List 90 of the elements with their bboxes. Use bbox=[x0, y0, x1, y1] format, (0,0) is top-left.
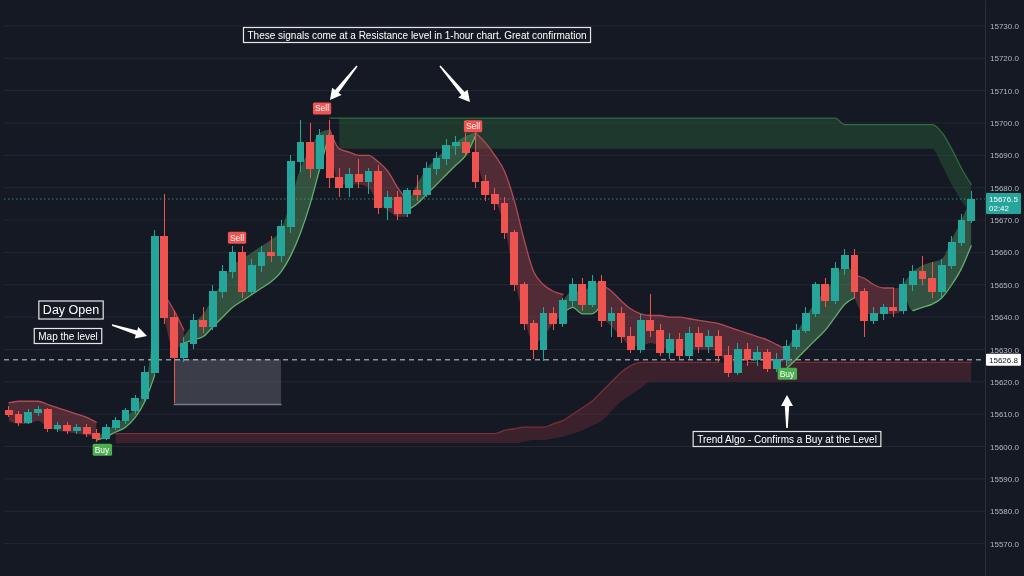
candlestick bbox=[714, 329, 723, 363]
annotation: Trend Algo - Confirms a Buy at the Level bbox=[697, 433, 877, 445]
candlestick bbox=[763, 348, 771, 373]
y-tick-label: 15630.0 bbox=[990, 345, 1020, 355]
candlestick bbox=[559, 297, 567, 328]
candlestick bbox=[743, 342, 752, 367]
candlestick bbox=[199, 306, 208, 334]
candlestick bbox=[588, 274, 596, 308]
candlestick bbox=[802, 306, 810, 334]
y-tick-label: 15700.0 bbox=[990, 119, 1020, 129]
y-tick-label: 15730.0 bbox=[990, 21, 1020, 31]
candlestick bbox=[209, 284, 217, 331]
candlestick bbox=[656, 323, 664, 357]
candlestick bbox=[490, 187, 499, 211]
candlestick bbox=[646, 293, 655, 338]
candlestick bbox=[597, 274, 606, 328]
candlestick bbox=[73, 423, 81, 435]
candlestick bbox=[481, 174, 490, 202]
y-tick-label: 15600.0 bbox=[990, 442, 1020, 452]
y-tick-label: 15610.0 bbox=[990, 410, 1020, 420]
candlestick bbox=[43, 407, 52, 433]
candlestick bbox=[831, 261, 839, 305]
candlestick bbox=[267, 235, 276, 263]
candlestick bbox=[879, 303, 888, 321]
y-tick-label: 15660.0 bbox=[990, 248, 1020, 258]
y-tick-label: 15620.0 bbox=[990, 377, 1020, 387]
candlestick bbox=[257, 245, 266, 273]
candlestick bbox=[529, 319, 538, 360]
candlestick bbox=[578, 277, 587, 312]
candlestick bbox=[306, 122, 315, 179]
candlestick bbox=[821, 277, 830, 308]
candlestick bbox=[675, 332, 684, 360]
candlestick bbox=[150, 229, 159, 376]
ref-line-label: 15676.5 bbox=[989, 194, 1019, 204]
candlestick bbox=[53, 421, 62, 433]
y-tick-label: 15580.0 bbox=[990, 507, 1020, 517]
y-tick-label: 15640.0 bbox=[990, 313, 1020, 323]
candlestick bbox=[889, 287, 898, 318]
candlestick bbox=[627, 326, 635, 354]
candlestick bbox=[14, 410, 23, 427]
candlestick bbox=[724, 345, 733, 378]
candlestick bbox=[938, 258, 946, 299]
candlestick bbox=[354, 158, 363, 189]
y-tick-label: 15570.0 bbox=[990, 539, 1020, 549]
y-tick-label: 15680.0 bbox=[990, 183, 1020, 193]
candlestick bbox=[160, 193, 169, 325]
candlestick bbox=[4, 405, 13, 418]
candlestick bbox=[34, 405, 42, 417]
y-tick-label: 15590.0 bbox=[990, 474, 1020, 484]
candlestick bbox=[247, 258, 256, 295]
y-tick-label: 15710.0 bbox=[990, 86, 1020, 96]
y-tick-label: 15670.0 bbox=[990, 216, 1020, 226]
candlestick bbox=[607, 306, 616, 338]
candlestick bbox=[364, 167, 373, 195]
candlestick bbox=[899, 277, 907, 315]
candlestick bbox=[840, 248, 849, 276]
candlestick bbox=[141, 365, 149, 402]
candlestick bbox=[753, 345, 762, 367]
y-tick-label: 15650.0 bbox=[990, 280, 1020, 290]
annotation: Map the level bbox=[38, 330, 98, 342]
candlestick bbox=[908, 264, 917, 292]
candlestick bbox=[452, 135, 460, 156]
candlestick bbox=[870, 306, 878, 325]
candlestick bbox=[170, 310, 178, 404]
candlestick bbox=[549, 306, 558, 331]
candlestick bbox=[568, 277, 577, 308]
candlestick bbox=[617, 306, 626, 344]
candlestick bbox=[413, 174, 421, 202]
candlestick bbox=[811, 281, 820, 318]
candlestick bbox=[24, 408, 33, 425]
line-series bbox=[328, 117, 972, 186]
text: 02:42 bbox=[989, 203, 1010, 213]
candlestick bbox=[695, 326, 703, 354]
candlestick bbox=[316, 128, 324, 173]
candlestick bbox=[374, 164, 383, 215]
candlestick bbox=[733, 342, 742, 376]
candlestick bbox=[393, 190, 402, 221]
candlestick bbox=[539, 306, 548, 362]
candlestick bbox=[636, 313, 645, 354]
candlestick bbox=[63, 421, 72, 435]
y-tick-label: 15690.0 bbox=[990, 151, 1020, 161]
candlestick bbox=[520, 281, 528, 331]
candlestick bbox=[685, 326, 694, 360]
candlestick bbox=[665, 332, 674, 360]
annotation: These signals come at a Resistance level in 1-hour chart. Great confirmation bbox=[247, 29, 587, 41]
y-tick-label: 15720.0 bbox=[990, 54, 1020, 64]
candlestick bbox=[102, 423, 110, 441]
candlestick bbox=[704, 329, 713, 354]
candlestick bbox=[277, 219, 285, 263]
candlestick bbox=[238, 245, 247, 299]
